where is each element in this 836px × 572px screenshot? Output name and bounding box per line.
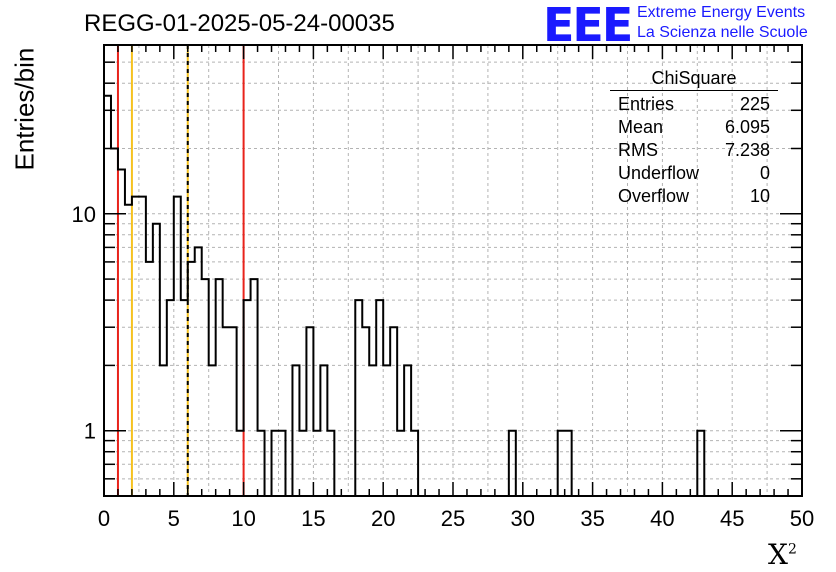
x-tick-label: 35 — [580, 506, 604, 531]
x-tick-labels: 0 5 10 15 20 25 30 35 40 45 50 — [98, 506, 814, 531]
x-tick-label: 50 — [790, 506, 814, 531]
stats-label: Overflow — [618, 186, 690, 206]
plot-frame — [103, 44, 803, 497]
x-tick-label: 30 — [511, 506, 535, 531]
stats-label: RMS — [618, 140, 658, 160]
x-tick-label: 40 — [650, 506, 674, 531]
stats-value: 6.095 — [724, 117, 770, 137]
y-tick-labels: 1 10 — [72, 202, 96, 444]
x-tick-label: 10 — [231, 506, 255, 531]
x-axis-label: X2 — [768, 538, 797, 571]
stats-label: Entries — [618, 94, 675, 114]
stats-value: 225 — [739, 94, 770, 114]
x-tick-label: 0 — [98, 506, 110, 531]
x-tick-label: 25 — [441, 506, 465, 531]
logo-line-1: Extreme Energy Events — [637, 4, 806, 21]
y-tick-label: 1 — [84, 419, 96, 444]
y-tick-label: 10 — [72, 202, 96, 227]
x-tick-label: 15 — [301, 506, 325, 531]
x-axis-label-base: X — [768, 538, 788, 571]
x-tick-label: 20 — [371, 506, 395, 531]
stats-label: Mean — [618, 117, 664, 137]
chart-title: REGG-01-2025-05-24-00035 — [84, 10, 395, 37]
x-tick-label: 45 — [720, 506, 744, 531]
stats-value: 10 — [749, 186, 770, 206]
stats-label: Underflow — [618, 163, 700, 183]
x-tick-label: 5 — [168, 506, 180, 531]
logo-line-2: La Scienza nelle Scuole — [637, 24, 808, 41]
stats-box-name: ChiSquare — [610, 68, 778, 91]
eee-logo: EEE — [543, 0, 633, 52]
histogram-outline — [104, 94, 706, 496]
stats-row-overflow: Overflow 10 — [610, 185, 778, 208]
stats-row-rms: RMS 7.238 — [610, 139, 778, 162]
stats-row-entries: Entries 225 — [610, 93, 778, 116]
stats-value: 7.238 — [724, 140, 770, 160]
stats-row-underflow: Underflow 0 — [610, 162, 778, 185]
stats-box: ChiSquare Entries 225 Mean 6.095 RMS 7.238 … — [610, 68, 778, 208]
x-axis-label-sup: 2 — [787, 541, 797, 558]
y-axis-label: Entries/bin — [9, 47, 40, 171]
stats-row-mean: Mean 6.095 — [610, 116, 778, 139]
stats-value: 0 — [759, 163, 770, 183]
